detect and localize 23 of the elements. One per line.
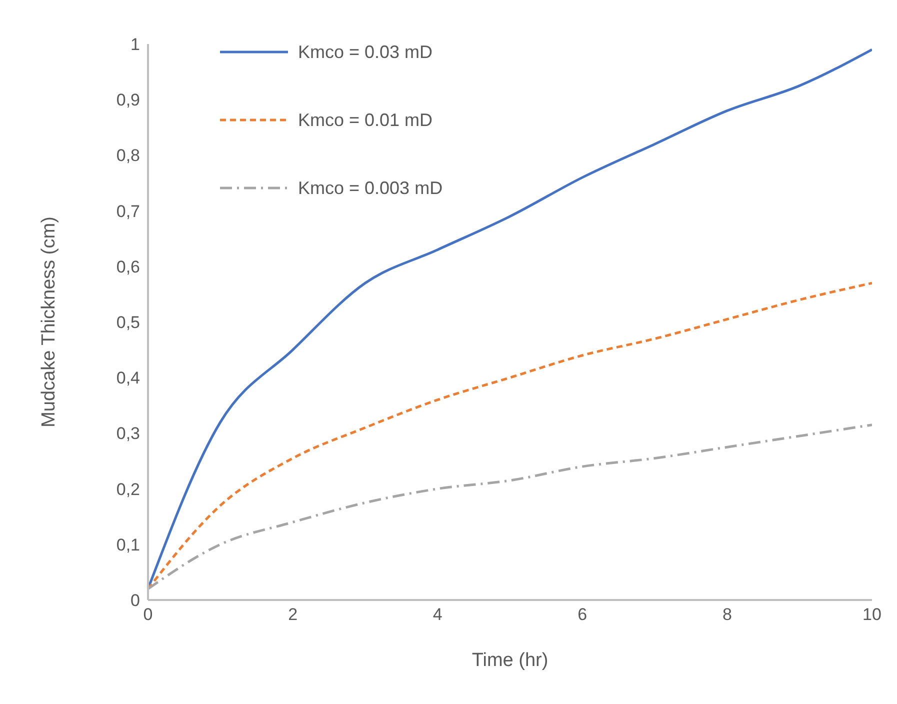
x-tick-label: 10 [862,605,882,624]
y-tick-label: 1 [130,35,140,54]
y-tick-label: 0,8 [116,146,140,166]
legend-label: Kmco = 0.01 mD [298,110,433,130]
y-tick-label: 0,1 [116,535,140,554]
y-tick-label: 0,9 [116,90,140,110]
y-tick-label: 0,3 [116,424,140,444]
legend-label: Kmco = 0.003 mD [298,178,443,198]
x-tick-label: 8 [722,605,732,624]
x-tick-label: 2 [288,605,298,624]
y-tick-label: 0,4 [116,368,140,388]
x-axis-title: Time (hr) [472,650,548,671]
y-tick-label: 0 [130,591,140,610]
line-series [148,424,872,590]
legend-label: Kmco = 0.03 mD [298,42,433,62]
x-tick-label: 0 [143,605,153,624]
y-tick-label: 0,6 [116,257,140,276]
x-tick-label: 4 [432,605,442,624]
y-axis-title: Mudcake Thickness (cm) [38,216,60,428]
y-tick-label: 0,7 [116,202,140,221]
y-tick-label: 0,5 [116,313,140,332]
y-tick-label: 0,2 [116,480,140,499]
x-tick-label: 6 [578,605,588,624]
